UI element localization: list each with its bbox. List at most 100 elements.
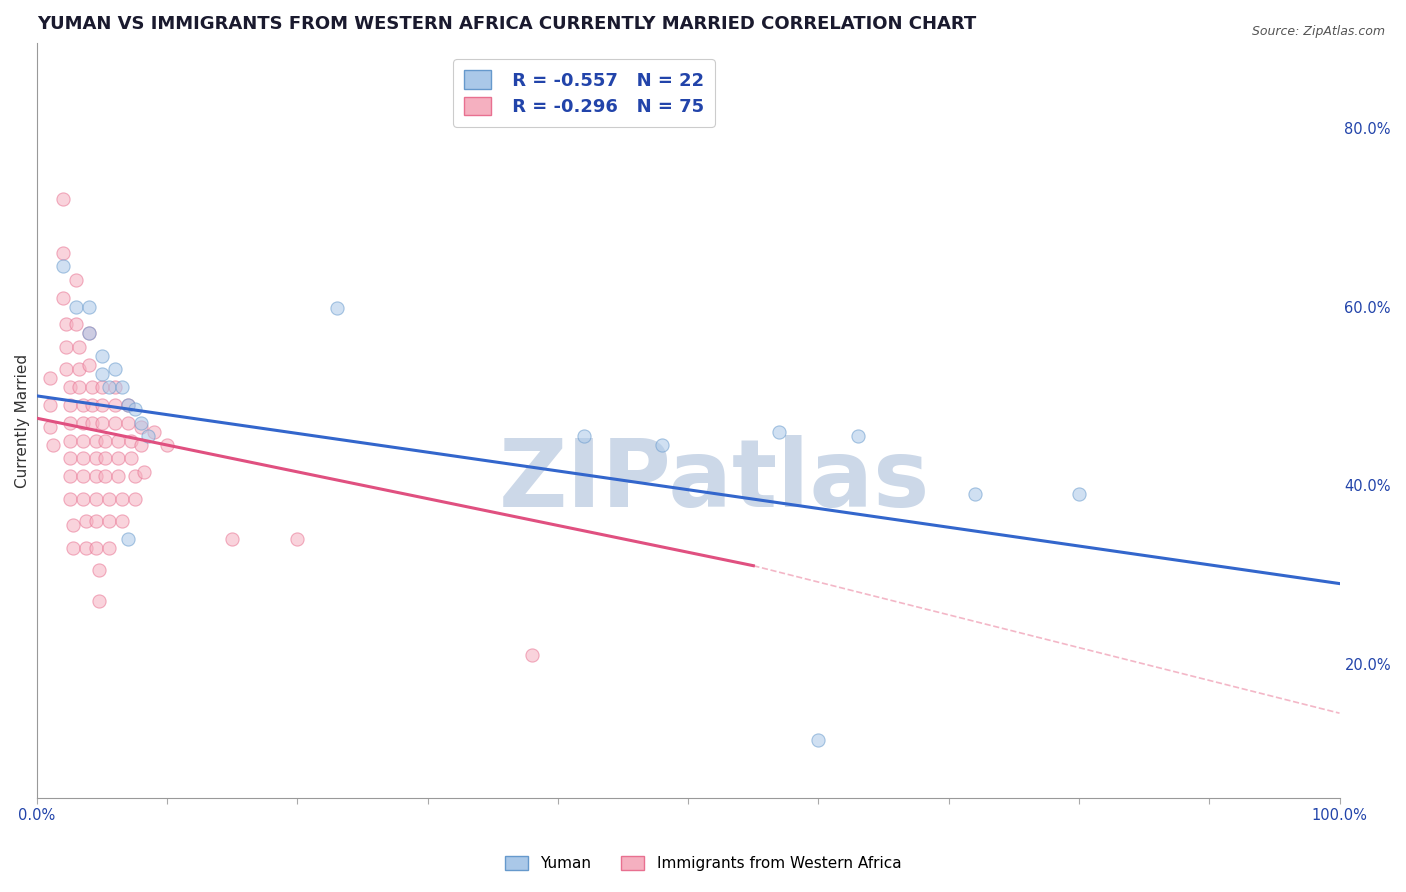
Point (91, 367, 114, 381)
Point (846, 429, 869, 443)
Point (52, 192, 75, 206)
Point (107, 434, 129, 448)
Point (75, 541, 97, 555)
Legend: Yuman, Immigrants from Western Africa: Yuman, Immigrants from Western Africa (499, 850, 907, 877)
Point (124, 402, 146, 417)
Point (91, 380, 114, 394)
Point (58, 398, 80, 412)
Point (104, 362, 127, 376)
Point (1067, 487, 1090, 501)
Point (65, 318, 87, 332)
Point (39, 371, 62, 385)
Point (67, 362, 90, 376)
Point (65, 300, 87, 314)
Point (52, 260, 75, 274)
Point (110, 380, 132, 394)
Point (221, 532, 243, 546)
Point (287, 532, 309, 546)
Legend:  R = -0.557   N = 22,  R = -0.296   N = 75: R = -0.557 N = 22, R = -0.296 N = 75 (453, 60, 714, 127)
Point (117, 398, 139, 412)
Point (156, 438, 179, 452)
Point (89, 594, 111, 608)
Point (117, 532, 139, 546)
Point (58, 434, 80, 448)
Point (117, 398, 139, 412)
Point (84, 514, 107, 528)
Point (41, 438, 63, 452)
Point (120, 434, 142, 448)
Y-axis label: Currently Married: Currently Married (15, 353, 30, 488)
Point (39, 420, 62, 434)
Point (55, 362, 77, 376)
Point (107, 469, 129, 483)
Point (84, 451, 107, 466)
Point (107, 451, 129, 466)
Point (93, 469, 115, 483)
Point (80, 416, 103, 430)
Point (58, 380, 80, 394)
Point (97, 514, 120, 528)
Point (52, 291, 75, 305)
Point (77, 326, 100, 341)
Point (67, 380, 90, 394)
Point (91, 416, 114, 430)
Text: ZIPatlas: ZIPatlas (499, 435, 929, 527)
Point (807, 733, 830, 747)
Text: YUMAN VS IMMIGRANTS FROM WESTERN AFRICA CURRENTLY MARRIED CORRELATION CHART: YUMAN VS IMMIGRANTS FROM WESTERN AFRICA … (37, 15, 976, 33)
Point (124, 491, 146, 506)
Point (963, 487, 986, 501)
Point (72, 434, 94, 448)
Point (325, 301, 347, 316)
Point (72, 398, 94, 412)
Point (58, 491, 80, 506)
Point (65, 273, 87, 287)
Point (124, 469, 146, 483)
Point (117, 416, 139, 430)
Point (93, 451, 115, 466)
Point (39, 398, 62, 412)
Point (91, 349, 114, 363)
Point (93, 434, 115, 448)
Point (104, 380, 127, 394)
Point (75, 514, 97, 528)
Point (651, 438, 673, 452)
Point (72, 416, 94, 430)
Point (143, 425, 166, 439)
Point (84, 541, 107, 555)
Point (129, 420, 152, 434)
Point (62, 541, 84, 555)
Point (91, 398, 114, 412)
Point (120, 451, 142, 466)
Point (72, 469, 94, 483)
Point (58, 469, 80, 483)
Point (97, 491, 120, 506)
Point (72, 491, 94, 506)
Point (77, 300, 100, 314)
Point (520, 648, 543, 662)
Point (132, 465, 155, 479)
Point (572, 429, 595, 443)
Point (129, 438, 152, 452)
Point (55, 318, 77, 332)
Point (52, 246, 75, 260)
Point (97, 380, 120, 394)
Point (80, 380, 103, 394)
Point (84, 491, 107, 506)
Point (55, 340, 77, 354)
Point (129, 416, 152, 430)
Point (110, 491, 132, 506)
Point (58, 451, 80, 466)
Point (104, 398, 127, 412)
Point (72, 451, 94, 466)
Text: Source: ZipAtlas.com: Source: ZipAtlas.com (1251, 25, 1385, 38)
Point (104, 416, 127, 430)
Point (67, 340, 90, 354)
Point (77, 358, 100, 372)
Point (80, 398, 103, 412)
Point (77, 326, 100, 341)
Point (62, 518, 84, 533)
Point (84, 434, 107, 448)
Point (84, 469, 107, 483)
Point (97, 541, 120, 555)
Point (768, 425, 790, 439)
